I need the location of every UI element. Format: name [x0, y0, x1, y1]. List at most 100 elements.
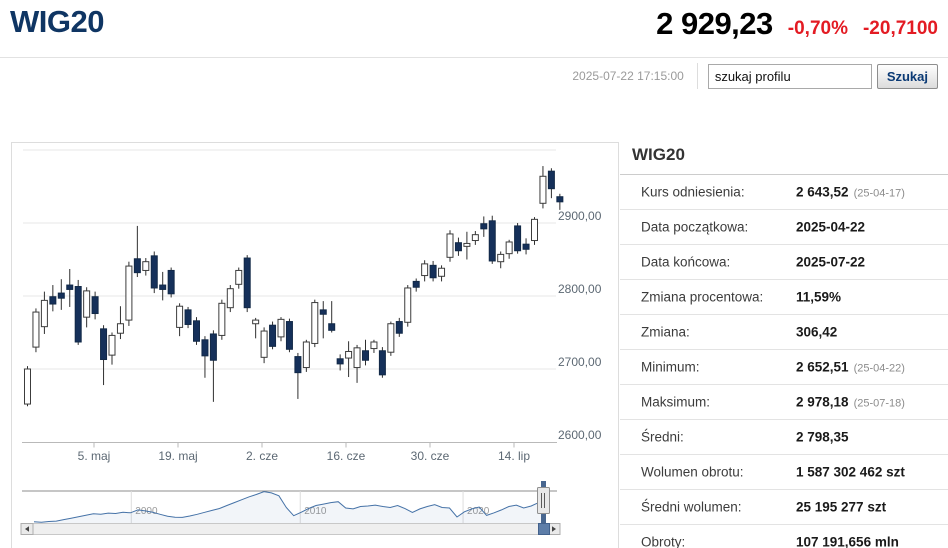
details-panel-title: WIG20 [620, 138, 948, 175]
scrollbar-thumb[interactable] [538, 523, 550, 535]
x-axis-label: 16. cze [327, 449, 366, 463]
candle [345, 350, 353, 359]
candle [336, 358, 344, 365]
navigator-handle[interactable] [537, 487, 550, 514]
detail-row: Minimum: 2 652,51 (25-04-22) [620, 350, 948, 385]
scrollbar-right-arrow-icon [552, 526, 556, 532]
candle [412, 280, 420, 288]
candle [193, 320, 200, 342]
candle [454, 242, 462, 252]
detail-value: 107 191,656 mln [796, 534, 899, 548]
detail-label: Zmiana: [641, 324, 690, 340]
navigator[interactable]: 200020102020 [22, 481, 557, 531]
scrollbar-track[interactable] [32, 523, 549, 535]
candle [142, 261, 150, 271]
candle [32, 311, 40, 348]
candle [438, 267, 446, 277]
detail-value: 2 643,52 (25-04-17) [796, 184, 905, 200]
details-panel: WIG20 Kurs odniesienia: 2 643,52 (25-04-17… [620, 138, 948, 548]
candle [159, 284, 167, 290]
candle [235, 269, 243, 285]
candle [471, 234, 479, 242]
detail-value: 1 587 302 462 szt [796, 464, 905, 480]
candle [514, 225, 522, 252]
chart-panel: 2900,00 2800,00 2700,00 2600,00 5. maj 19. ma… [11, 142, 619, 548]
candle [353, 347, 361, 369]
search-input[interactable] [707, 63, 872, 89]
detail-row: Zmiana procentowa: 11,59% [620, 280, 948, 315]
detail-label: Obroty: [641, 534, 686, 548]
candle [446, 233, 454, 258]
y-axis-label: 2800,00 [558, 282, 602, 296]
candle [133, 258, 141, 274]
detail-value: 2025-07-22 [796, 254, 866, 270]
toolbar: 2025-07-22 17:15:00 Szukaj [0, 58, 938, 94]
navigator-year-label: 2010 [304, 506, 327, 517]
change-absolute: -20,7100 [862, 18, 938, 39]
candle [49, 296, 57, 305]
detail-row: Data końcowa: 2025-07-22 [620, 245, 948, 280]
toolbar-divider [696, 63, 698, 89]
candle [421, 263, 429, 277]
candle [319, 309, 327, 315]
candle [362, 350, 369, 361]
detail-row: Zmiana: 306,42 [620, 315, 948, 350]
candle [252, 319, 260, 325]
candle [302, 341, 310, 369]
chart-scrollbar[interactable] [20, 523, 561, 535]
x-axis-label: 5. maj [78, 449, 111, 463]
candle [480, 223, 488, 230]
detail-value: 11,59% [796, 289, 842, 305]
detail-label: Minimum: [641, 359, 700, 375]
detail-value: 2 652,51 (25-04-22) [796, 359, 905, 375]
candle [209, 333, 217, 361]
page-header: WIG20 2 929,23 -0,70% -20,7100 [0, 0, 948, 58]
candle [243, 257, 251, 309]
candle [226, 288, 234, 309]
candle [539, 175, 547, 204]
candle [74, 286, 82, 343]
search-button[interactable]: Szukaj [876, 63, 938, 89]
price-chart[interactable]: 2900,00 2800,00 2700,00 2600,00 5. maj 19. ma… [12, 143, 616, 546]
detail-row: Średni: 2 798,35 [620, 420, 948, 455]
candle [184, 309, 192, 325]
x-axis-label: 19. maj [158, 449, 197, 463]
scrollbar-left-arrow-icon [25, 526, 29, 532]
candle [387, 323, 395, 353]
candle [218, 302, 226, 336]
candle [100, 328, 108, 361]
candle [294, 356, 302, 374]
detail-row: Obroty: 107 191,656 mln [620, 525, 948, 548]
detail-label: Kurs odniesienia: [641, 184, 745, 200]
candle [505, 241, 513, 255]
candle [547, 170, 555, 190]
detail-value: 2 978,18 (25-07-18) [796, 394, 905, 410]
detail-row: Kurs odniesienia: 2 643,52 (25-04-17) [620, 175, 948, 210]
details-rows: Kurs odniesienia: 2 643,52 (25-04-17) Data … [620, 175, 948, 548]
candle [285, 321, 293, 350]
candle [150, 255, 158, 289]
detail-row: Data początkowa: 2025-04-22 [620, 210, 948, 245]
x-axis-label: 14. lip [498, 449, 530, 463]
y-axis-label: 2900,00 [558, 209, 602, 223]
detail-value-date: (25-04-22) [853, 362, 905, 375]
detail-row: Wolumen obrotu: 1 587 302 462 szt [620, 455, 948, 490]
detail-value-date: (25-07-18) [853, 397, 905, 410]
candle [108, 334, 116, 356]
candle [91, 296, 99, 315]
candle [40, 299, 48, 328]
y-axis-label: 2600,00 [558, 428, 602, 442]
candle [463, 242, 471, 247]
x-axis: 5. maj 19. maj 2. cze 16. cze 30. cze 14. lip [22, 442, 557, 463]
candle [395, 321, 403, 334]
candle [201, 339, 209, 357]
candle [556, 196, 564, 203]
candle [125, 265, 133, 321]
plot-area[interactable] [23, 143, 556, 443]
candle [311, 302, 319, 344]
detail-value: 2 798,35 [796, 429, 849, 445]
change-percent: -0,70% [787, 18, 848, 39]
candle [83, 290, 91, 318]
detail-label: Data początkowa: [641, 219, 749, 235]
